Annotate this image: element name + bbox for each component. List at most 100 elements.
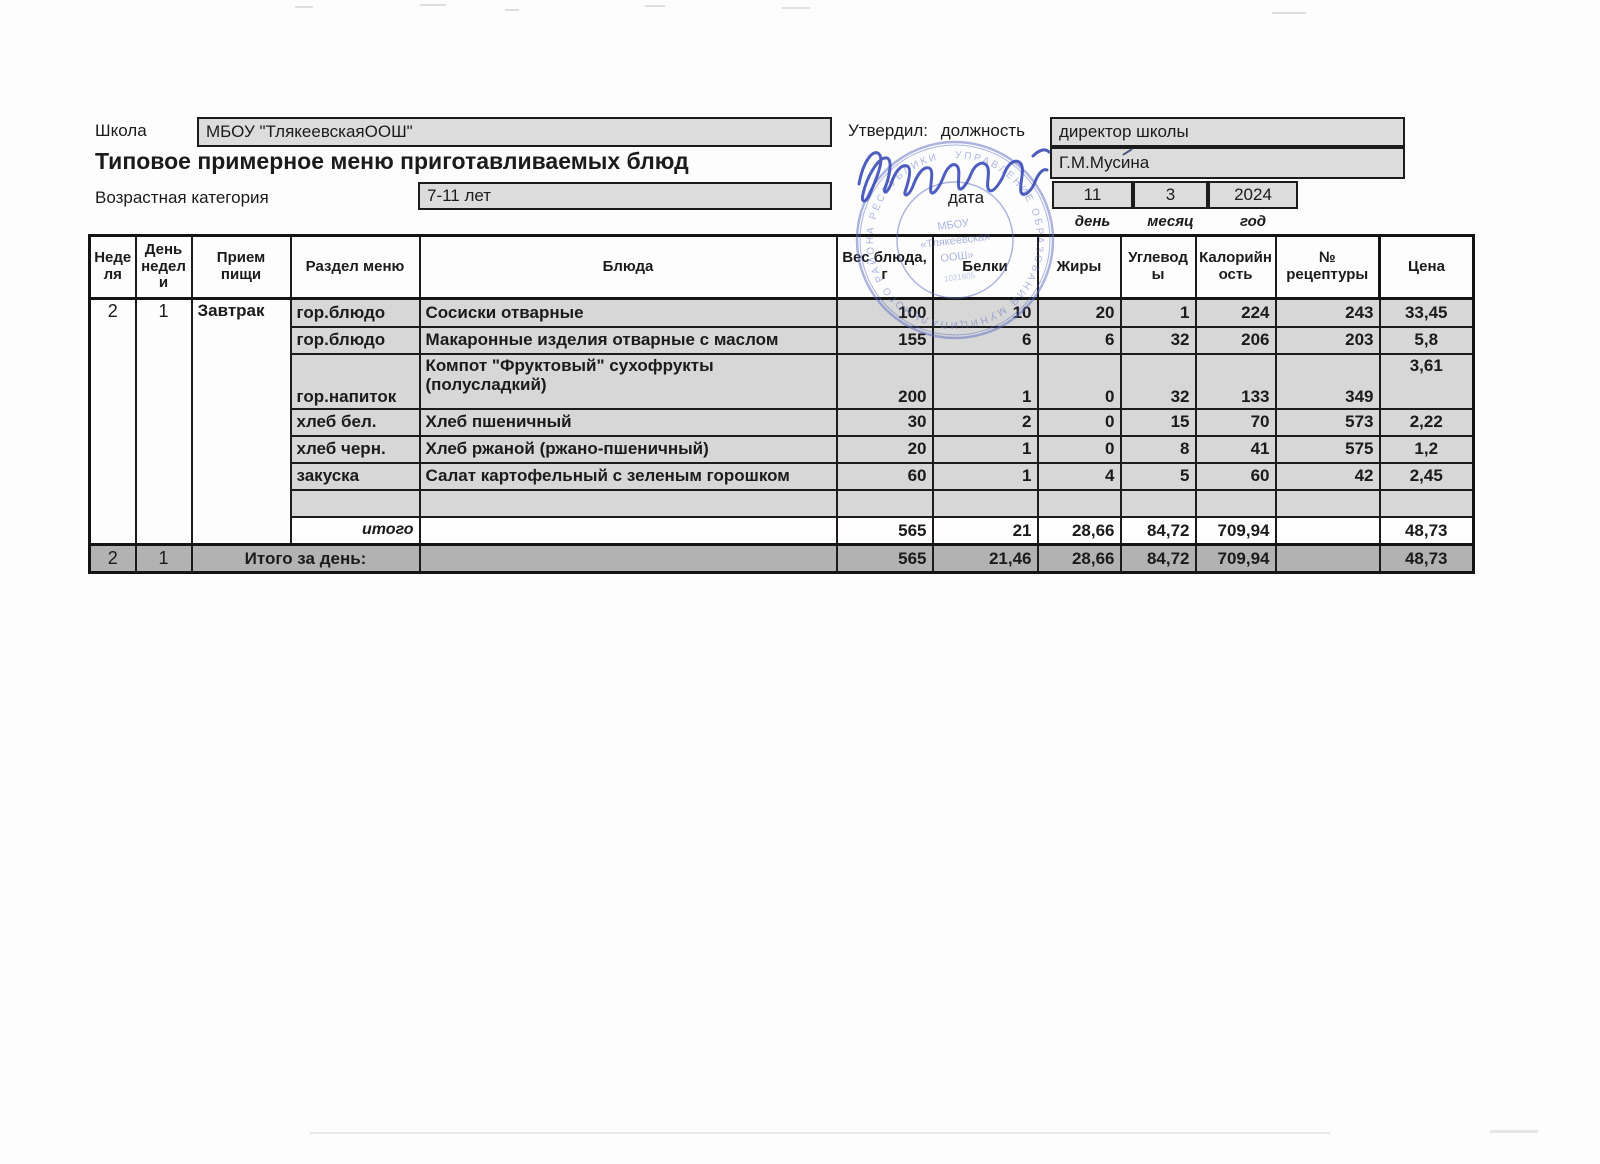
section-cell: хлеб черн. bbox=[289, 434, 421, 464]
section-cell: гор.напиток bbox=[289, 352, 421, 410]
dish-cell: Компот "Фруктовый" сухофрукты (полусладк… bbox=[418, 352, 838, 410]
dish-cell: Салат картофельный с зеленым горошком bbox=[418, 461, 838, 491]
date-month-field: 3 bbox=[1133, 181, 1208, 209]
col-protein: Белки bbox=[931, 234, 1039, 300]
scan-artifact bbox=[295, 6, 313, 8]
weight-cell bbox=[835, 488, 934, 518]
calories-cell: 206 bbox=[1194, 325, 1277, 355]
protein-cell: 6 bbox=[931, 325, 1039, 355]
week-cell: 2 bbox=[88, 297, 137, 546]
meal-cell: Завтрак bbox=[190, 297, 292, 546]
recipe-cell: 203 bbox=[1274, 325, 1381, 355]
calories-cell: 133 bbox=[1194, 352, 1277, 410]
date-day-field: 11 bbox=[1052, 181, 1133, 209]
table-row: закуска Салат картофельный с зеленым гор… bbox=[90, 461, 1475, 491]
section-cell: гор.блюдо bbox=[289, 297, 421, 328]
calories-cell: 709,94 bbox=[1194, 543, 1277, 574]
weight-cell: 20 bbox=[835, 434, 934, 464]
protein-cell: 21,46 bbox=[931, 543, 1039, 574]
dish-cell: Сосиски отварные bbox=[418, 297, 838, 328]
price-cell: 5,8 bbox=[1378, 325, 1475, 355]
col-fat: Жиры bbox=[1036, 234, 1122, 300]
date-label: дата bbox=[948, 188, 985, 207]
fat-cell bbox=[1036, 488, 1122, 518]
price-cell: 48,73 bbox=[1378, 543, 1475, 574]
price-cell: 2,22 bbox=[1378, 407, 1475, 437]
recipe-cell bbox=[1274, 543, 1381, 574]
carbs-cell: 84,72 bbox=[1119, 543, 1197, 574]
date-year: 2024 bbox=[1234, 185, 1272, 204]
protein-cell: 2 bbox=[931, 407, 1039, 437]
page-title: Типовое примерное меню приготавливаемых … bbox=[95, 148, 689, 174]
approved-label: Утвердил: должность bbox=[848, 121, 1026, 140]
carbs-cell: 1 bbox=[1119, 297, 1197, 328]
table-row: гор.блюдо Макаронные изделия отварные с … bbox=[90, 325, 1475, 355]
col-carbs: Углевод ы bbox=[1119, 234, 1197, 300]
table-row: 2 1 Завтрак гор.блюдо Сосиски отварные 1… bbox=[88, 297, 1475, 546]
recipe-cell: 575 bbox=[1274, 434, 1381, 464]
dish-cell bbox=[418, 515, 838, 546]
scan-artifact bbox=[1490, 1130, 1538, 1133]
scan-artifact bbox=[1272, 12, 1306, 14]
fat-cell: 20 bbox=[1036, 297, 1122, 328]
day-cell: 1 bbox=[134, 543, 193, 574]
price-cell: 2,45 bbox=[1378, 461, 1475, 491]
section-cell bbox=[289, 488, 421, 518]
weight-cell: 565 bbox=[835, 543, 934, 574]
weight-cell: 60 bbox=[835, 461, 934, 491]
scan-artifact bbox=[505, 9, 519, 11]
subtotal-row: итого 565 21 28,66 84,72 709,94 48,73 bbox=[90, 515, 1475, 546]
scan-artifact bbox=[782, 7, 810, 9]
price-cell bbox=[1378, 488, 1475, 518]
weight-cell: 30 bbox=[835, 407, 934, 437]
table-row-empty bbox=[90, 488, 1475, 518]
dish-cell: Хлеб пшеничный bbox=[418, 407, 838, 437]
price-cell: 3,61 bbox=[1378, 352, 1475, 410]
day-cell: 1 bbox=[134, 297, 193, 546]
carbs-cell bbox=[1119, 488, 1197, 518]
subtotal-label: итого bbox=[289, 515, 421, 546]
age-category-value: 7-11 лет bbox=[427, 186, 492, 205]
recipe-cell: 243 bbox=[1274, 297, 1381, 328]
calories-cell: 70 bbox=[1194, 407, 1277, 437]
col-meal: Прием пищи bbox=[190, 234, 292, 300]
protein-cell: 1 bbox=[931, 461, 1039, 491]
fat-cell: 28,66 bbox=[1036, 515, 1122, 546]
protein-cell: 10 bbox=[931, 297, 1039, 328]
price-cell: 33,45 bbox=[1378, 297, 1475, 328]
table-row: гор.напиток Компот "Фруктовый" сухофрукт… bbox=[90, 352, 1475, 410]
dish-cell bbox=[418, 543, 838, 574]
day-total-row: 2 1 Итого за день: 565 21,46 28,66 84,72… bbox=[88, 543, 1475, 574]
age-category-field: 7-11 лет bbox=[418, 182, 832, 210]
col-calories: Калорийн ость bbox=[1194, 234, 1277, 300]
col-week: Неде ля bbox=[88, 234, 137, 300]
weight-cell: 200 bbox=[835, 352, 934, 410]
calories-cell bbox=[1194, 488, 1277, 518]
calories-cell: 60 bbox=[1194, 461, 1277, 491]
date-day-sublabel: день bbox=[1074, 213, 1111, 230]
carbs-cell: 8 bbox=[1119, 434, 1197, 464]
carbs-cell: 32 bbox=[1119, 325, 1197, 355]
age-category-label: Возрастная категория bbox=[95, 188, 269, 207]
recipe-cell bbox=[1274, 515, 1381, 546]
fat-cell: 28,66 bbox=[1036, 543, 1122, 574]
carbs-cell: 84,72 bbox=[1119, 515, 1197, 546]
dish-cell bbox=[418, 488, 838, 518]
carbs-cell: 32 bbox=[1119, 352, 1197, 410]
table-row: хлеб черн. Хлеб ржаной (ржано-пшеничный)… bbox=[90, 434, 1475, 464]
carbs-cell: 15 bbox=[1119, 407, 1197, 437]
svg-text:МБОУ: МБОУ bbox=[937, 217, 971, 233]
section-cell: закуска bbox=[289, 461, 421, 491]
table-row: хлеб бел. Хлеб пшеничный 30 2 0 15 70 57… bbox=[90, 407, 1475, 437]
date-year-sublabel: год bbox=[1239, 213, 1267, 230]
menu-table: Неде ля День недел и Прием пищи Раздел м… bbox=[88, 234, 1475, 574]
col-price: Цена bbox=[1378, 234, 1475, 300]
scan-artifact bbox=[645, 5, 665, 7]
scan-artifact bbox=[310, 1132, 1330, 1134]
table-header-row: Неде ля День недел и Прием пищи Раздел м… bbox=[88, 234, 1475, 300]
protein-cell bbox=[931, 488, 1039, 518]
fat-cell: 0 bbox=[1036, 407, 1122, 437]
section-cell: гор.блюдо bbox=[289, 325, 421, 355]
fat-cell: 4 bbox=[1036, 461, 1122, 491]
